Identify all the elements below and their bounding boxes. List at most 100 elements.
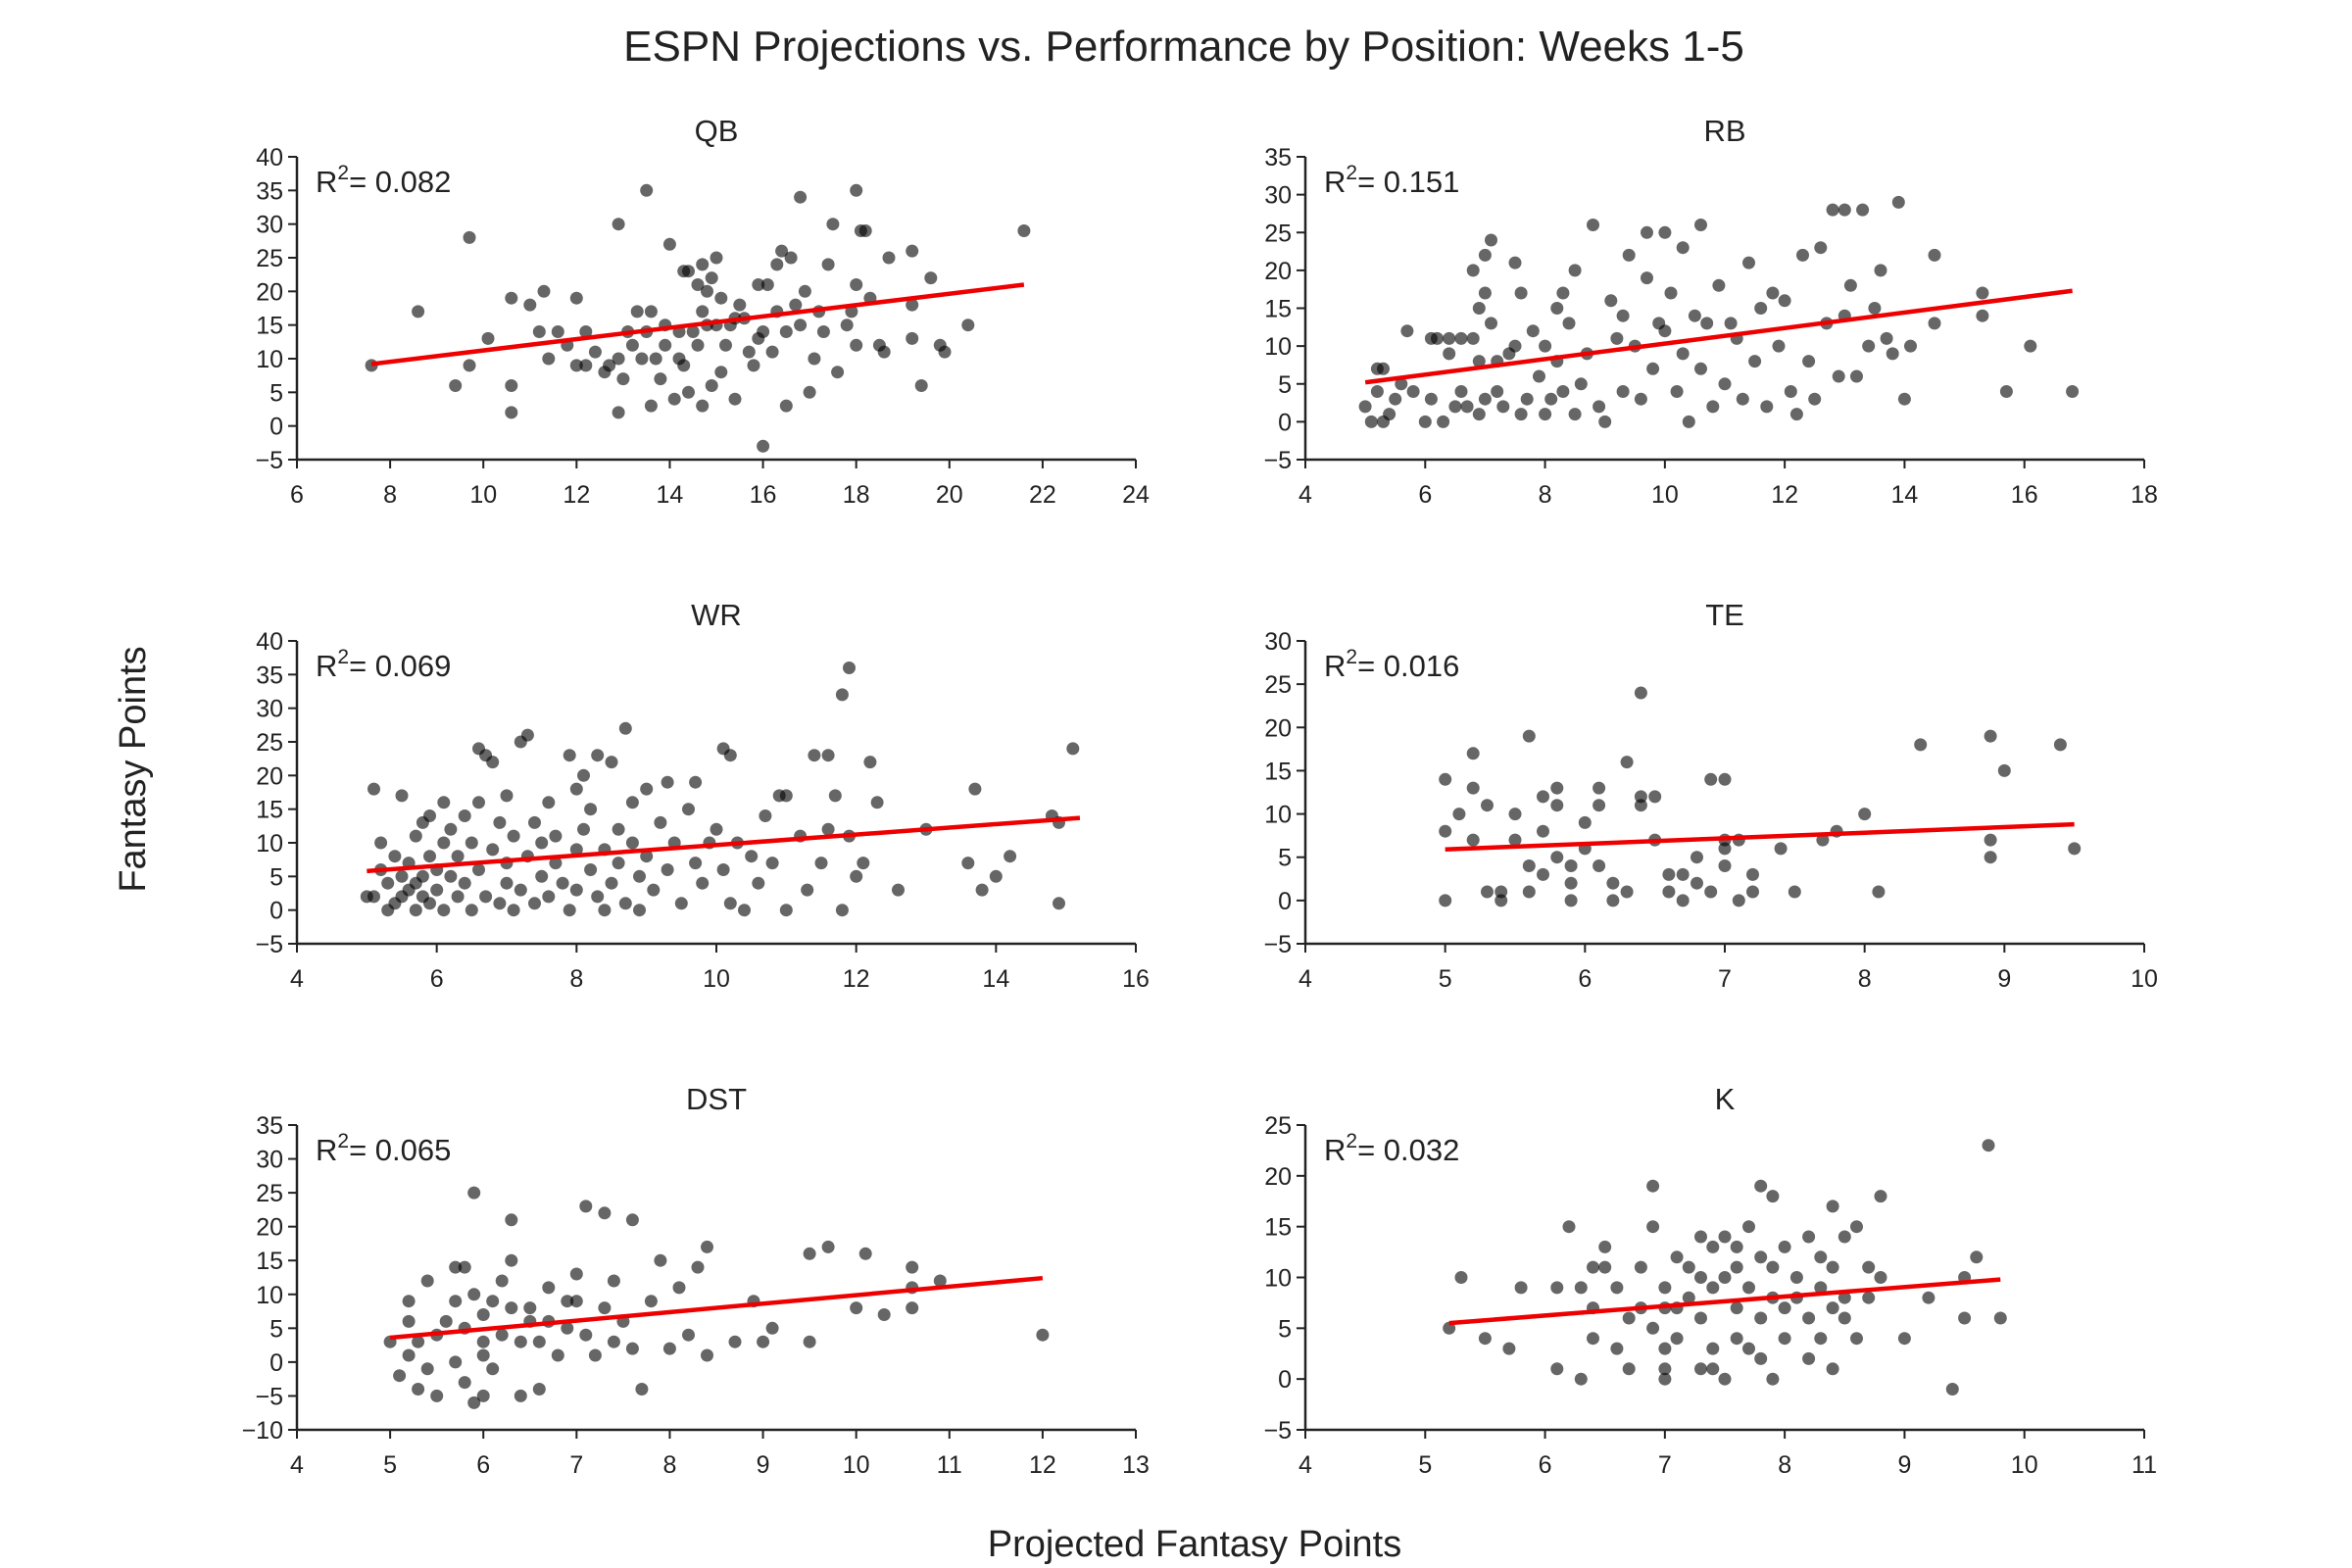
y-tick-label: 40 <box>256 144 283 172</box>
y-tick-label: 0 <box>1278 409 1292 436</box>
data-point <box>1478 1332 1492 1346</box>
y-tick-label: 25 <box>1264 220 1292 247</box>
data-point <box>1485 317 1497 330</box>
data-point <box>486 1295 500 1308</box>
data-point <box>514 1389 527 1402</box>
data-point <box>444 869 458 883</box>
data-point <box>752 278 765 291</box>
data-point <box>662 237 676 251</box>
data-point <box>1622 1362 1636 1376</box>
data-point <box>1774 842 1788 856</box>
data-point <box>569 843 583 857</box>
data-point <box>1514 1281 1528 1295</box>
data-point <box>765 857 779 870</box>
data-point <box>1984 729 1997 743</box>
data-point <box>821 749 835 762</box>
data-point <box>1984 851 1997 864</box>
data-point <box>644 305 658 318</box>
data-point <box>1443 347 1456 361</box>
data-point <box>633 869 646 883</box>
x-tick-label: 4 <box>1298 965 1312 993</box>
x-tick-label: 7 <box>1658 1451 1672 1479</box>
data-point <box>654 372 667 386</box>
x-tick-label: 10 <box>469 481 497 509</box>
data-point <box>449 1295 463 1308</box>
data-point <box>1550 851 1564 864</box>
data-point <box>1700 317 1714 330</box>
data-point <box>1742 1220 1755 1234</box>
r2-prefix: R <box>1324 649 1346 683</box>
data-point <box>1814 1281 1828 1295</box>
data-point <box>1610 1342 1624 1355</box>
data-point <box>1732 894 1745 907</box>
y-tick-label: 35 <box>256 1112 283 1140</box>
data-point <box>449 1355 463 1369</box>
data-point <box>1754 1311 1768 1325</box>
data-point <box>850 869 863 883</box>
y-tick-label: 15 <box>256 313 283 340</box>
x-tick-label: 8 <box>662 1451 676 1479</box>
data-point <box>1620 885 1634 899</box>
data-point <box>1706 1281 1720 1295</box>
data-point <box>1856 203 1870 217</box>
data-point <box>486 843 500 857</box>
data-point <box>759 809 772 822</box>
data-point <box>542 1281 556 1295</box>
data-point <box>1778 1332 1791 1346</box>
data-point <box>1754 1179 1768 1193</box>
data-point <box>423 897 436 910</box>
r2-prefix: R <box>1324 1133 1346 1167</box>
data-point <box>556 876 569 890</box>
data-point <box>458 876 471 890</box>
y-tick-label: 5 <box>1278 371 1292 399</box>
y-tick-label: 25 <box>1264 671 1292 699</box>
data-point <box>1706 1342 1720 1355</box>
y-tick-label: 15 <box>1264 758 1292 785</box>
data-point <box>835 904 849 917</box>
data-point <box>1564 894 1578 907</box>
x-tick-label: 6 <box>476 1451 490 1479</box>
data-point <box>1718 859 1732 872</box>
data-point <box>409 904 422 917</box>
data-point <box>605 756 618 769</box>
data-point <box>1646 1220 1660 1234</box>
data-point <box>1606 876 1620 890</box>
data-point <box>1494 894 1508 907</box>
data-point <box>850 183 863 197</box>
data-point <box>1389 392 1402 406</box>
data-point <box>760 278 774 291</box>
data-point <box>850 278 863 291</box>
data-point <box>1537 867 1549 881</box>
data-point <box>437 796 451 809</box>
data-point <box>1592 859 1606 872</box>
data-point <box>1766 1372 1780 1386</box>
y-axis-label: Fantasy Points <box>113 646 154 892</box>
data-point <box>1053 897 1065 910</box>
data-point <box>1544 392 1558 406</box>
data-point <box>635 352 649 366</box>
data-point <box>381 876 395 890</box>
data-point <box>1395 377 1408 391</box>
data-point <box>689 857 703 870</box>
data-point <box>1620 756 1634 769</box>
data-point <box>1682 1260 1695 1274</box>
data-point <box>1622 248 1636 262</box>
data-point <box>514 1335 527 1348</box>
data-point <box>798 284 811 298</box>
data-point <box>437 904 451 917</box>
data-point <box>1556 385 1570 398</box>
data-point <box>607 1335 620 1348</box>
data-point <box>906 244 919 258</box>
data-point <box>1568 264 1582 277</box>
data-point <box>1004 850 1017 863</box>
data-point <box>1592 799 1606 812</box>
data-point <box>505 1213 518 1227</box>
data-point <box>821 1240 835 1253</box>
data-point <box>640 782 654 796</box>
data-point <box>1838 203 1851 217</box>
data-point <box>803 1335 816 1348</box>
data-point <box>395 789 409 803</box>
data-point <box>1706 400 1720 414</box>
data-point <box>549 857 563 870</box>
data-point <box>520 728 534 742</box>
